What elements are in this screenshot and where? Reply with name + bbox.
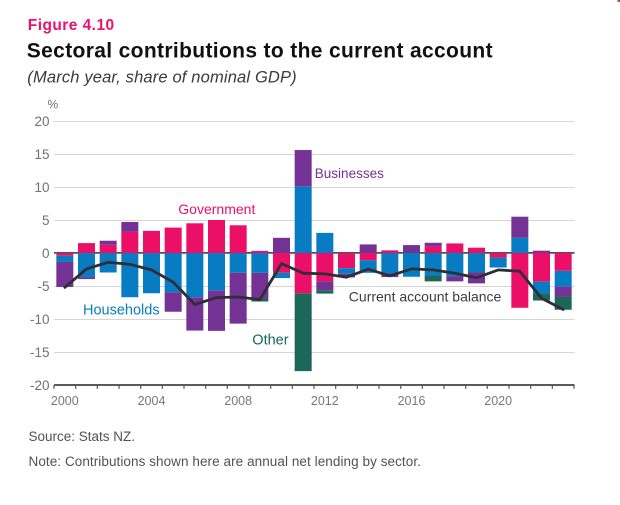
svg-text:-15: -15: [30, 345, 50, 360]
svg-text:Other: Other: [252, 333, 288, 349]
svg-text:Government: Government: [178, 201, 255, 217]
svg-text:15: 15: [34, 147, 49, 162]
svg-text:(March year, share of nominal: (March year, share of nominal GDP): [27, 68, 297, 86]
svg-text:2020: 2020: [484, 394, 512, 408]
svg-text:-20: -20: [30, 378, 50, 393]
svg-text:0: 0: [42, 246, 50, 261]
svg-text:Businesses: Businesses: [315, 166, 384, 181]
svg-text:20: 20: [34, 114, 49, 129]
svg-text:Sectoral contributions to the: Sectoral contributions to the current ac…: [27, 40, 493, 63]
svg-text:Note: Contributions shown here: Note: Contributions shown here are annua…: [29, 454, 421, 469]
svg-text:2008: 2008: [224, 394, 252, 408]
svg-text:10: 10: [34, 180, 49, 195]
svg-text:2012: 2012: [311, 394, 339, 408]
svg-text:5: 5: [42, 213, 50, 228]
svg-text:Figure 4.10: Figure 4.10: [28, 17, 115, 34]
svg-text:2000: 2000: [51, 394, 79, 408]
svg-text:2016: 2016: [398, 394, 426, 408]
svg-text:-5: -5: [37, 279, 49, 294]
svg-text:Households: Households: [83, 303, 160, 319]
svg-text:2004: 2004: [138, 394, 166, 408]
svg-text:Current account balance: Current account balance: [349, 289, 502, 305]
svg-text:%: %: [48, 98, 59, 112]
svg-text:-10: -10: [30, 312, 50, 327]
svg-text:Source: Stats NZ.: Source: Stats NZ.: [29, 429, 136, 444]
